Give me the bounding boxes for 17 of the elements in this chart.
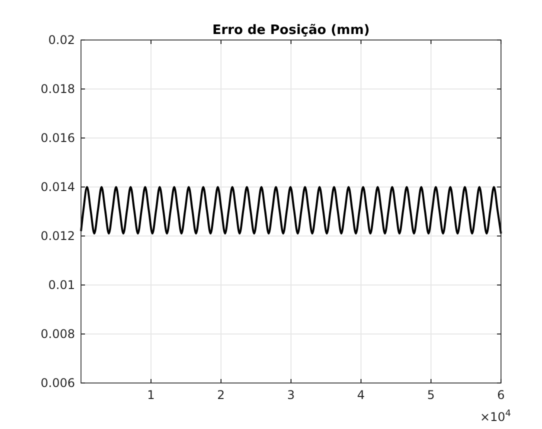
line-series [80,186,502,235]
x-tick-label: 1 [147,388,155,402]
y-tick-label: 0.012 [40,229,75,243]
chart-title: Erro de Posição (mm) [212,23,370,38]
x-tick-label: 3 [287,388,295,402]
x-tick-label: 6 [497,388,505,402]
x-tick-label: 5 [427,388,435,402]
y-tick-label: 0.006 [40,376,75,390]
y-tick-label: 0.016 [40,131,75,145]
x-tick-label: 2 [217,388,225,402]
y-tick-label: 0.014 [40,180,75,194]
y-tick-label: 0.008 [40,327,75,341]
y-tick-label: 0.02 [48,33,75,47]
y-tick-label: 0.01 [48,278,75,292]
text: ×10$^{4}$ [480,409,512,424]
y-tick-label: 0.018 [40,82,75,96]
x-tick-label: 4 [357,388,365,402]
